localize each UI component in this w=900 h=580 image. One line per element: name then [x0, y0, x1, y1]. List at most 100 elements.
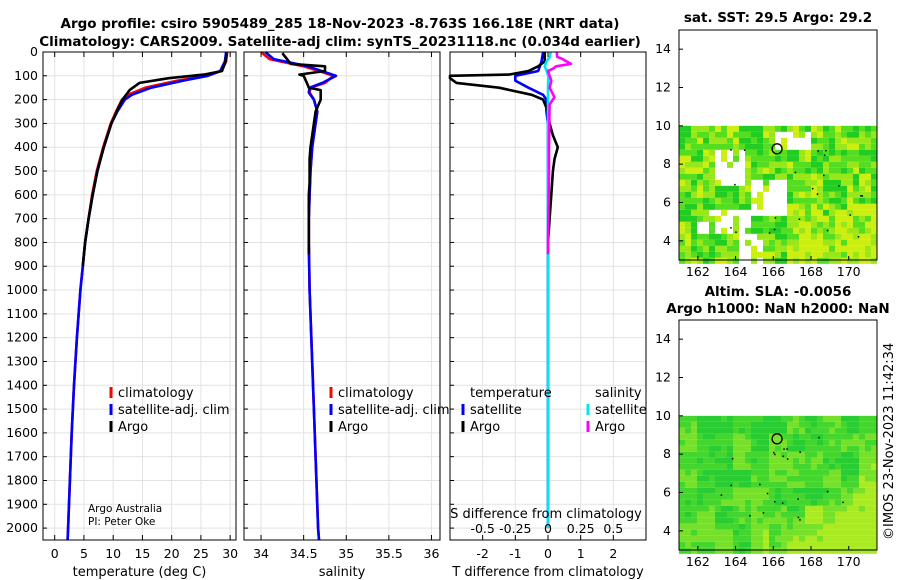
- map-cell: [799, 155, 805, 162]
- title-line-2: Climatology: CARS2009. Satellite-adj cli…: [39, 34, 641, 50]
- map-cell: [691, 451, 697, 458]
- axes-box: [678, 319, 878, 551]
- y-tick-label: 200: [14, 92, 38, 107]
- map-cell: [865, 517, 871, 524]
- map-cell: [709, 511, 715, 518]
- map-cell: [763, 451, 769, 458]
- map-cell: [733, 523, 739, 530]
- map-cell: [739, 203, 745, 210]
- map-cell: [721, 191, 727, 198]
- map-cell: [697, 215, 703, 222]
- map-cell: [859, 227, 865, 234]
- map-cell: [859, 523, 865, 530]
- map-cell: [787, 463, 793, 470]
- map-cell: [721, 463, 727, 470]
- map-cell: [811, 517, 817, 524]
- map-cell: [757, 125, 763, 132]
- map-cell: [739, 125, 745, 132]
- map-cell: [721, 535, 727, 542]
- map-cell: [709, 173, 715, 180]
- map-cell: [853, 209, 859, 216]
- map-cell: [811, 257, 817, 264]
- map-cell: [769, 233, 775, 240]
- map-cell: [727, 137, 733, 144]
- map-cell: [679, 505, 685, 512]
- series-line-s-argo: [546, 51, 573, 255]
- map-cell: [727, 517, 733, 524]
- map-cell: [703, 173, 709, 180]
- y-tick-label: 100: [14, 68, 38, 83]
- y-tick-label: 6: [663, 195, 671, 210]
- map-cell: [703, 149, 709, 156]
- map-cell: [787, 541, 793, 548]
- map-cell: [745, 463, 751, 470]
- map-cell: [787, 155, 793, 162]
- map-cell: [793, 547, 799, 554]
- map-cell: [835, 245, 841, 252]
- map-cell: [703, 505, 709, 512]
- map-cell: [733, 511, 739, 518]
- y-tick-label: 1500: [6, 401, 38, 416]
- series-line-t-argo: [448, 52, 560, 255]
- map-cell: [847, 149, 853, 156]
- map-cell: [805, 433, 811, 440]
- map-cell: [865, 547, 871, 554]
- island-dot: [766, 492, 769, 495]
- map-cell: [871, 475, 877, 482]
- map-cell: [835, 137, 841, 144]
- map-cell: [697, 197, 703, 204]
- map-cell: [679, 433, 685, 440]
- map-cell: [817, 547, 823, 554]
- map-cell: [829, 415, 835, 422]
- map-cell: [691, 251, 697, 258]
- map-cell: [685, 457, 691, 464]
- map-cell: [751, 445, 757, 452]
- map-cell: [841, 203, 847, 210]
- map-cell: [751, 547, 757, 554]
- map-cell: [823, 167, 829, 174]
- map-cell: [769, 499, 775, 506]
- map-cell: [799, 179, 805, 186]
- map-cell: [847, 239, 853, 246]
- map-cell: [817, 137, 823, 144]
- map-cell: [685, 529, 691, 536]
- map-cell: [679, 215, 685, 222]
- map-cell: [697, 451, 703, 458]
- map-cell: [787, 191, 793, 198]
- map-cell: [853, 451, 859, 458]
- map-cell: [841, 517, 847, 524]
- map-cell: [811, 131, 817, 138]
- map-cell: [703, 137, 709, 144]
- map-cell: [757, 161, 763, 168]
- map-cell: [727, 523, 733, 530]
- map-cell: [757, 475, 763, 482]
- map-cell: [775, 439, 781, 446]
- map-cell: [865, 191, 871, 198]
- map-cell: [715, 529, 721, 536]
- map-cell: [823, 179, 829, 186]
- island-dot: [816, 193, 819, 195]
- map-cell: [691, 481, 697, 488]
- map-cell: [871, 227, 877, 234]
- map-cell: [793, 499, 799, 506]
- island-dot: [783, 448, 785, 450]
- map-cell: [703, 517, 709, 524]
- map-cell: [769, 131, 775, 138]
- map-cell: [793, 421, 799, 428]
- map-cell: [709, 433, 715, 440]
- map-cell: [811, 493, 817, 500]
- map-cell: [709, 155, 715, 162]
- map-cell: [697, 245, 703, 252]
- map-cell: [865, 149, 871, 156]
- map-cell: [835, 427, 841, 434]
- map-cell: [721, 481, 727, 488]
- map-cell: [859, 493, 865, 500]
- map-cell: [805, 421, 811, 428]
- map-cell: [691, 541, 697, 548]
- map-cell: [829, 505, 835, 512]
- map-cell: [811, 137, 817, 144]
- map-cell: [793, 475, 799, 482]
- map-cell: [859, 125, 865, 132]
- map-cell: [865, 511, 871, 518]
- map-cell: [727, 197, 733, 204]
